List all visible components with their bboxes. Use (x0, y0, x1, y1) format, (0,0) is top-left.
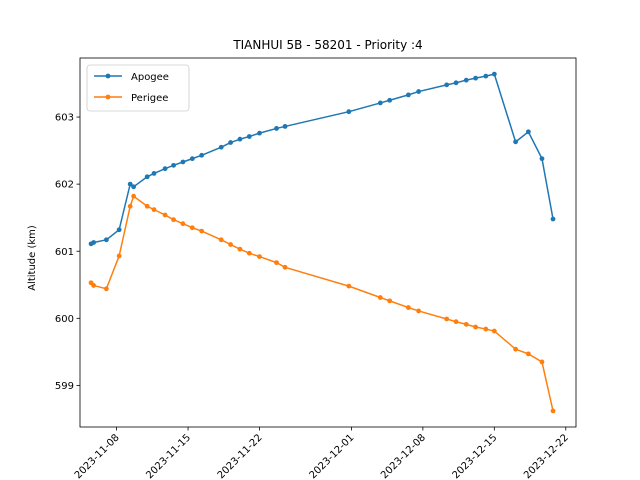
perigee-data-point (116, 253, 122, 259)
chart-title: TIANHUI 5B - 58201 - Priority :4 (232, 38, 422, 52)
perigee-data-point (525, 351, 531, 357)
perigee-data-point (539, 359, 545, 365)
perigee-data-point (127, 203, 133, 209)
perigee-data-point (463, 321, 469, 327)
perigee-data-point (228, 242, 233, 247)
perigee-data-point (103, 286, 109, 292)
plot-area (88, 71, 556, 414)
perigee-data-point (387, 298, 393, 304)
apogee-legend-label: Apogee (131, 72, 169, 83)
perigee-data-point (483, 326, 489, 332)
apogee-data-point (453, 80, 459, 86)
perigee-data-point (162, 212, 168, 218)
perigee-legend-marker (105, 94, 111, 100)
apogee-data-point (525, 129, 531, 135)
apogee-data-point (550, 216, 556, 222)
apogee-data-point (151, 171, 157, 176)
apogee-data-point (444, 82, 450, 88)
perigee-data-point (274, 260, 279, 266)
plot-frame (79, 57, 577, 428)
apogee-data-point (246, 134, 252, 139)
apogee-data-point (171, 162, 176, 168)
apogee-data-point (406, 92, 411, 98)
apogee-data-point (144, 174, 150, 180)
y-axis-label: Altitude (km) (27, 225, 38, 291)
perigee-data-point (346, 283, 352, 289)
perigee-data-point (550, 408, 556, 414)
apogee-data-point (346, 109, 352, 115)
perigee-data-point (444, 316, 450, 322)
perigee-data-point (131, 193, 137, 199)
apogee-data-point (228, 140, 233, 145)
y-tick-label: 600 (55, 314, 74, 325)
apogee-data-point (483, 73, 489, 79)
perigee-data-point (91, 283, 97, 288)
perigee-data-point (406, 305, 411, 310)
perigee-data-point (237, 246, 243, 252)
apogee-data-point (180, 159, 186, 165)
apogee-data-point (282, 124, 288, 129)
perigee-data-point (257, 254, 262, 259)
perigee-data-point (199, 228, 205, 234)
perigee-data-point (377, 295, 383, 300)
perigee-data-point (144, 203, 150, 209)
perigee-data-point (246, 250, 252, 256)
apogee-data-point (491, 71, 497, 77)
perigee-data-point (151, 207, 157, 213)
apogee-data-point (131, 184, 137, 190)
apogee-data-point (237, 136, 243, 142)
perigee-data-point (171, 217, 176, 223)
perigee-legend-label: Perigee (131, 93, 168, 104)
apogee-data-point (274, 126, 279, 131)
apogee-data-point (127, 181, 133, 187)
apogee-data-point (416, 89, 422, 94)
perigee-data-point (282, 264, 288, 270)
y-tick-label: 602 (55, 180, 74, 191)
apogee-data-point (103, 237, 109, 243)
apogee-data-point (377, 100, 383, 106)
perigee-data-point (473, 324, 479, 330)
y-tick-label: 599 (55, 381, 74, 392)
y-tick-label: 601 (55, 247, 74, 258)
apogee-data-point (513, 139, 518, 145)
apogee-data-point (116, 227, 122, 233)
perigee-data-point (189, 225, 195, 231)
apogee-data-point (257, 130, 262, 136)
perigee-data-point (416, 308, 422, 314)
apogee-data-point (189, 156, 195, 162)
apogee-data-point (387, 97, 393, 103)
apogee-data-point (91, 240, 97, 245)
apogee-data-point (463, 77, 469, 83)
perigee-data-point (491, 328, 497, 334)
y-tick-label: 603 (55, 113, 74, 124)
apogee-data-point (199, 152, 205, 158)
legend: Apogee Perigee (86, 64, 190, 112)
apogee-legend-marker (105, 73, 111, 79)
perigee-data-point (513, 346, 518, 352)
apogee-data-point (539, 156, 545, 162)
perigee-data-point (453, 319, 459, 325)
apogee-data-point (473, 75, 479, 81)
perigee-data-point (218, 237, 224, 243)
perigee-data-point (180, 221, 186, 227)
apogee-data-point (218, 144, 224, 150)
apogee-data-point (162, 166, 168, 172)
